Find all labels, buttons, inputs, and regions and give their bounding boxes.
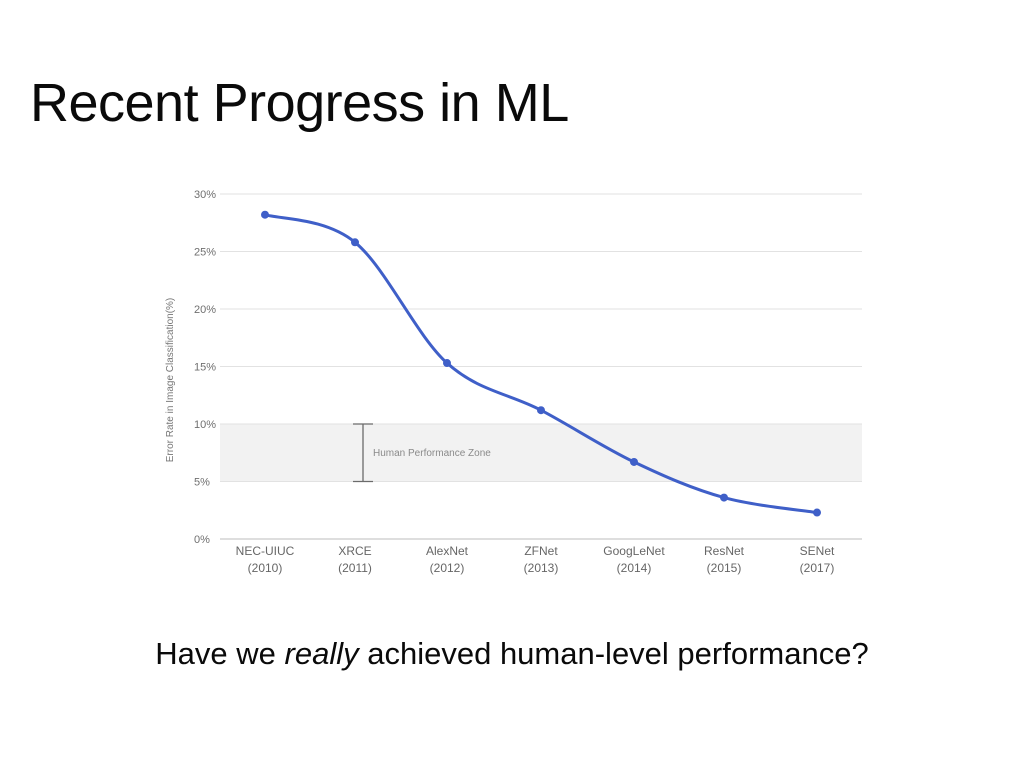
- x-tick-year-label: (2014): [617, 561, 652, 575]
- y-tick-label: 30%: [194, 189, 216, 201]
- y-tick-label: 5%: [194, 477, 210, 489]
- y-tick-label: 0%: [194, 534, 210, 546]
- x-tick-label: ZFNet: [524, 544, 558, 558]
- data-point: [351, 238, 359, 247]
- y-tick-label: 10%: [194, 419, 216, 431]
- data-point: [261, 210, 269, 219]
- y-tick-label: 25%: [194, 247, 216, 259]
- human-zone-label: Human Performance Zone: [373, 448, 491, 459]
- y-tick-label: 20%: [194, 304, 216, 316]
- x-tick-label: AlexNet: [426, 544, 469, 558]
- x-tick-label: XRCE: [338, 544, 371, 558]
- slide-title: Recent Progress in ML: [30, 73, 569, 133]
- x-tick-year-label: (2010): [248, 561, 283, 575]
- x-tick-year-label: (2011): [338, 561, 372, 575]
- x-tick-label: GoogLeNet: [603, 544, 665, 558]
- x-tick-label: SENet: [800, 544, 835, 558]
- x-tick-year-label: (2013): [524, 561, 559, 575]
- human-performance-band: [220, 424, 862, 482]
- x-tick-label: NEC-UIUC: [236, 544, 295, 558]
- x-tick-label: ResNet: [704, 544, 745, 558]
- data-point: [443, 359, 451, 368]
- question-emphasis: really: [284, 636, 359, 671]
- data-point: [720, 493, 728, 502]
- x-tick-year-label: (2015): [707, 561, 742, 575]
- question-text-after: achieved human-level performance?: [358, 636, 869, 671]
- x-tick-year-label: (2012): [430, 561, 465, 575]
- x-tick-year-label: (2017): [800, 561, 835, 575]
- y-tick-label: 15%: [194, 362, 216, 374]
- y-axis-label: Error Rate in Image Classification(%): [165, 298, 176, 463]
- data-point: [630, 457, 638, 466]
- data-point: [813, 508, 821, 517]
- error-rate-chart: 0% 5% 10% 15% 20% 25% 30% Error Rate in Image …: [165, 189, 862, 575]
- data-point: [537, 406, 545, 415]
- question-caption: Have we really achieved human-level perf…: [0, 636, 1024, 672]
- question-text-before: Have we: [155, 636, 285, 671]
